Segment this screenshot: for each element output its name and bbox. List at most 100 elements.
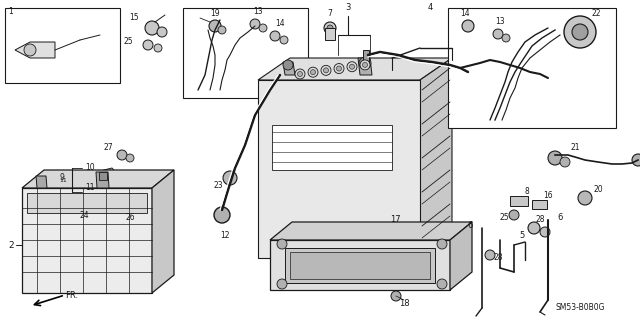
Circle shape: [334, 63, 344, 74]
Circle shape: [437, 279, 447, 289]
Text: 2: 2: [8, 241, 14, 249]
Circle shape: [308, 67, 318, 77]
Text: 28: 28: [493, 254, 503, 263]
Text: 22: 22: [591, 10, 601, 19]
Text: 27: 27: [103, 144, 113, 152]
Text: FR.: FR.: [65, 292, 79, 300]
Text: 9: 9: [60, 174, 65, 182]
Circle shape: [391, 291, 401, 301]
Circle shape: [145, 21, 159, 35]
Polygon shape: [152, 170, 174, 293]
Polygon shape: [96, 168, 118, 182]
Text: 19: 19: [210, 10, 220, 19]
Circle shape: [117, 205, 127, 215]
Text: 26: 26: [125, 213, 135, 222]
Circle shape: [323, 68, 328, 73]
Bar: [290, 252, 430, 279]
Polygon shape: [90, 204, 116, 220]
Polygon shape: [15, 42, 55, 58]
Circle shape: [143, 40, 153, 50]
Circle shape: [485, 250, 495, 260]
Polygon shape: [96, 172, 109, 188]
Polygon shape: [22, 188, 152, 293]
Circle shape: [157, 27, 167, 37]
Circle shape: [154, 44, 162, 52]
Circle shape: [277, 239, 287, 249]
Circle shape: [362, 63, 367, 67]
Circle shape: [462, 20, 474, 32]
Text: 25: 25: [499, 213, 509, 222]
Circle shape: [218, 26, 226, 34]
Circle shape: [280, 36, 288, 44]
Polygon shape: [358, 58, 372, 75]
Bar: [510, 196, 528, 206]
Circle shape: [214, 207, 230, 223]
Bar: [99, 172, 107, 180]
Polygon shape: [36, 176, 47, 188]
Circle shape: [349, 64, 355, 69]
Circle shape: [97, 190, 107, 200]
Text: SM53-B0B0G: SM53-B0B0G: [556, 303, 605, 313]
Circle shape: [327, 25, 333, 31]
Text: 20: 20: [593, 186, 603, 195]
Polygon shape: [96, 186, 120, 200]
Polygon shape: [420, 58, 452, 258]
Circle shape: [283, 60, 293, 70]
Text: 13: 13: [253, 8, 263, 17]
Circle shape: [560, 157, 570, 167]
Circle shape: [270, 31, 280, 41]
Polygon shape: [450, 222, 472, 290]
Polygon shape: [258, 58, 452, 80]
Bar: [27, 193, 147, 213]
Text: 5: 5: [520, 232, 525, 241]
Circle shape: [493, 29, 503, 39]
Circle shape: [572, 24, 588, 40]
Circle shape: [359, 57, 371, 69]
Polygon shape: [22, 170, 174, 188]
Text: 13: 13: [495, 18, 505, 26]
Text: 23: 23: [213, 181, 223, 189]
Circle shape: [277, 279, 287, 289]
Circle shape: [91, 209, 101, 219]
Text: 21: 21: [570, 144, 580, 152]
Circle shape: [347, 62, 357, 72]
Text: 11: 11: [59, 177, 67, 182]
Circle shape: [310, 70, 316, 75]
Circle shape: [24, 44, 36, 56]
Polygon shape: [270, 240, 450, 290]
Bar: [363, 50, 369, 64]
Text: 14: 14: [275, 19, 285, 28]
Text: 7: 7: [328, 10, 332, 19]
Circle shape: [502, 34, 510, 42]
Bar: [272, 125, 392, 170]
Circle shape: [437, 239, 447, 249]
Bar: [325, 28, 335, 40]
Circle shape: [295, 69, 305, 79]
Text: 25: 25: [123, 38, 133, 47]
Circle shape: [324, 22, 336, 34]
Circle shape: [548, 151, 562, 165]
Polygon shape: [258, 80, 420, 258]
Circle shape: [298, 71, 303, 77]
Bar: [183, 8, 308, 98]
Text: 4: 4: [428, 4, 433, 12]
Bar: [532, 200, 547, 209]
Circle shape: [509, 210, 519, 220]
Circle shape: [632, 154, 640, 166]
Text: 18: 18: [399, 300, 410, 308]
Circle shape: [564, 16, 596, 48]
Text: 6: 6: [467, 221, 473, 231]
Bar: [285, 248, 435, 283]
Text: 28: 28: [535, 216, 545, 225]
Text: 8: 8: [525, 188, 529, 197]
Circle shape: [578, 191, 592, 205]
Circle shape: [250, 19, 260, 29]
Text: 16: 16: [543, 191, 553, 201]
Circle shape: [360, 60, 370, 70]
Text: 1: 1: [8, 8, 13, 17]
Circle shape: [95, 172, 105, 182]
Polygon shape: [270, 222, 472, 240]
Circle shape: [337, 66, 342, 71]
Circle shape: [321, 65, 331, 75]
Text: 11: 11: [85, 183, 95, 192]
